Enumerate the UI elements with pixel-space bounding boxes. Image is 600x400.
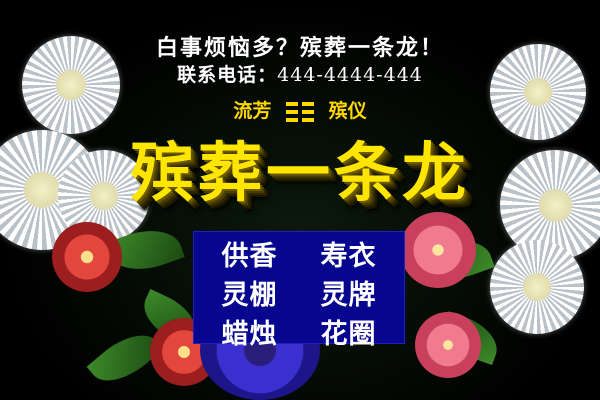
- pink-peony-bottom-right-icon: [415, 312, 481, 378]
- services-box: 供香 寿衣 灵棚 灵牌 蜡烛 花圈: [193, 231, 405, 350]
- brand-left-text: 流芳: [233, 100, 272, 122]
- white-chrysanthemum-right-icon: [500, 150, 600, 260]
- pink-peony-right-icon: [400, 212, 476, 288]
- service-item: 花圈: [320, 319, 377, 350]
- service-item: 寿衣: [320, 241, 377, 272]
- service-item: 灵牌: [320, 280, 377, 311]
- contact-line: 联系电话：444-4444-444: [0, 60, 600, 87]
- phone-number: 444-4444-444: [277, 64, 423, 86]
- brand-row: 流芳 殡仪: [0, 96, 600, 123]
- service-item: 供香: [221, 241, 278, 272]
- trigram-mark-icon: [286, 101, 314, 122]
- brand-right-text: 殡仪: [328, 100, 367, 122]
- white-chrysanthemum-bottom-right-icon: [490, 240, 584, 334]
- headline: 白事烦恼多？殡葬一条龙！: [155, 36, 444, 61]
- white-chrysanthemum-top-right-icon: [490, 44, 586, 140]
- main-title: 殡葬一条龙: [130, 137, 470, 211]
- service-item: 灵棚: [221, 280, 278, 311]
- service-item: 蜡烛: [221, 319, 278, 350]
- red-peony-left-icon: [52, 222, 122, 292]
- contact-label: 联系电话：: [177, 64, 278, 86]
- white-chrysanthemum-top-left-icon: [22, 36, 120, 134]
